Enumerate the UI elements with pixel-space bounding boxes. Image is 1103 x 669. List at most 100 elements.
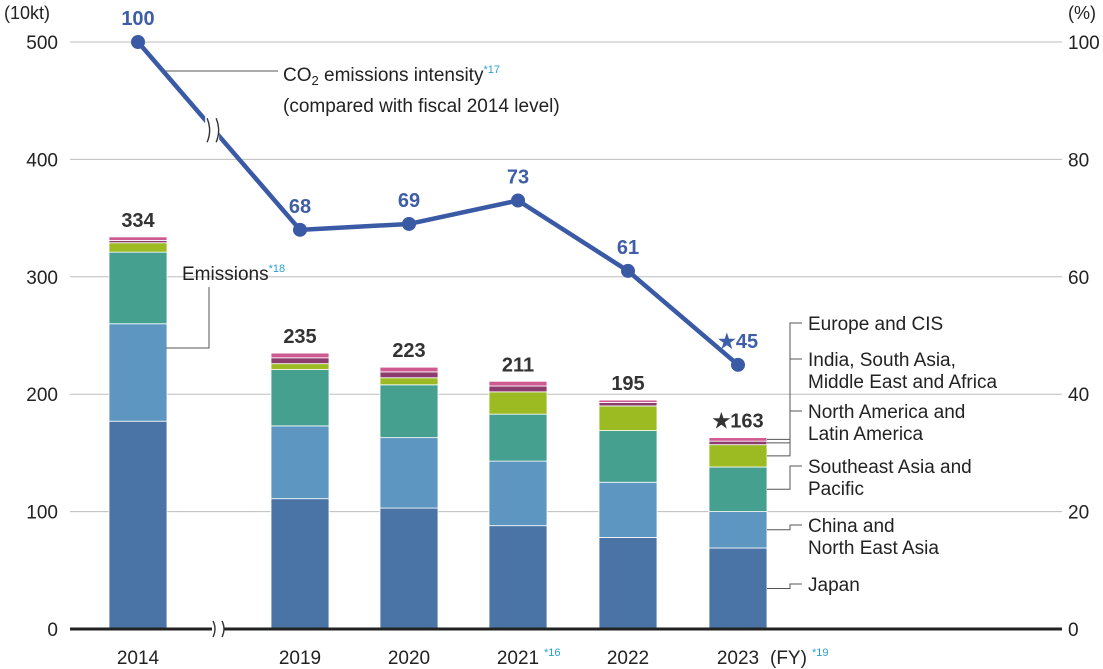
- intensity-value-label: 68: [289, 196, 311, 218]
- bar-segment: [270, 357, 330, 365]
- intensity-value-label: 100: [121, 8, 154, 30]
- bar-segment: [379, 366, 439, 373]
- bar-segment: [708, 466, 768, 513]
- bar-segment: [379, 507, 439, 630]
- category-label: 2023: [717, 648, 759, 669]
- bar-segment: [379, 371, 439, 379]
- bar-segment: [598, 430, 658, 483]
- legend-leader: [767, 524, 802, 531]
- left-tick-label: 100: [26, 503, 58, 524]
- legend-label-japan: Japan: [808, 575, 860, 596]
- bar-segment: [379, 384, 439, 439]
- legend-leader: [767, 410, 802, 457]
- bar-segment: [270, 498, 330, 630]
- emissions-annotation: Emissions*18: [182, 263, 285, 285]
- bar-segment: [598, 402, 658, 407]
- right-tick-label: 100: [1068, 33, 1100, 54]
- intensity-point: [402, 216, 416, 231]
- category-label: 2021: [497, 648, 539, 669]
- bar-segment: [488, 460, 548, 527]
- bar-segment: [270, 369, 330, 427]
- left-tick-label: 0: [47, 620, 58, 641]
- bar-segment: [108, 420, 168, 630]
- category-label: 2014: [117, 648, 160, 669]
- bar-segment: [488, 380, 548, 387]
- bar-segment: [379, 377, 439, 386]
- bar-segment: [488, 391, 548, 415]
- bar-segment: [488, 413, 548, 462]
- intensity-point: [293, 222, 307, 237]
- legend-label-southeast-asia: Southeast Asia and: [808, 457, 972, 478]
- intensity-point: [731, 357, 745, 372]
- right-tick-label: 60: [1068, 268, 1089, 289]
- legend-label-india: India, South Asia,: [808, 350, 956, 371]
- category-label: 2019: [279, 648, 321, 669]
- legend-leader: [767, 322, 802, 440]
- legend-label-china: North East Asia: [808, 538, 939, 559]
- axes: 0 100 200 300 400 500 0 20 40 60 80 100 2014 2019 2020…: [26, 33, 1099, 669]
- left-tick-label: 200: [26, 385, 58, 406]
- bar-segment: [708, 440, 768, 446]
- legend-label-europe: Europe and CIS: [808, 314, 943, 335]
- gridlines: [70, 41, 1062, 513]
- line-break-mark: [206, 118, 220, 143]
- bar-segment: [108, 236, 168, 241]
- value-labels: 334 235 223 211 195 ★163 100 68 69 73 61 ★45: [121, 8, 763, 433]
- legend-label-north-america: North America and: [808, 402, 965, 423]
- axis-break-mark: [212, 620, 225, 638]
- bar-segment: [598, 481, 658, 538]
- bar-segment: [598, 399, 658, 403]
- left-tick-label: 300: [26, 268, 58, 289]
- bar-segment: [598, 537, 658, 630]
- intensity-line: [131, 35, 745, 372]
- bar-total-label: 334: [121, 210, 155, 232]
- intensity-annotation-line1: CO2 emissions intensity*17: [283, 64, 500, 88]
- fy-note: *19: [812, 647, 829, 659]
- bar-segment: [270, 363, 330, 370]
- legend: Europe and CIS India, South Asia,Middle E…: [767, 314, 997, 596]
- intensity-point: [131, 35, 145, 49]
- intensity-point: [511, 193, 525, 208]
- category-note: *16: [544, 647, 561, 659]
- bar-segment: [108, 242, 168, 253]
- fy-label: (FY): [770, 648, 807, 669]
- bar-segment: [708, 547, 768, 630]
- legend-label-southeast-asia: Pacific: [808, 479, 864, 500]
- bar-segment: [488, 525, 548, 630]
- bar-segment: [598, 405, 658, 431]
- intensity-value-label: 61: [617, 237, 639, 259]
- bar-segment: [708, 437, 768, 442]
- right-axis-unit: (%): [1068, 3, 1096, 23]
- legend-leader: [767, 358, 802, 444]
- bar-total-label: 211: [502, 354, 534, 376]
- right-tick-label: 40: [1068, 385, 1089, 406]
- bar-total-label: 223: [392, 340, 425, 362]
- bar-segment: [270, 425, 330, 500]
- intensity-annotation-line2: (compared with fiscal 2014 level): [283, 96, 560, 117]
- bar-total-label: 195: [611, 373, 644, 395]
- bar-segment: [108, 323, 168, 422]
- legend-leader: [767, 465, 802, 490]
- bar-segment: [488, 385, 548, 393]
- bar-segment: [270, 352, 330, 359]
- right-tick-label: 20: [1068, 503, 1089, 524]
- category-label: 2022: [607, 648, 649, 669]
- intensity-value-label: 69: [398, 190, 420, 212]
- legend-label-india: Middle East and Africa: [808, 372, 997, 393]
- intensity-value-label: 73: [507, 166, 529, 188]
- intensity-value-label: ★45: [718, 331, 758, 353]
- legend-leader: [767, 583, 802, 589]
- left-axis-unit: (10kt): [4, 3, 50, 23]
- legend-label-north-america: Latin America: [808, 424, 924, 445]
- bar-segment: [708, 444, 768, 468]
- bar-segment: [708, 511, 768, 549]
- intensity-point: [621, 263, 635, 278]
- bar-segment: [108, 251, 168, 325]
- left-tick-label: 400: [26, 150, 58, 171]
- stacked-bars: [108, 236, 768, 630]
- right-tick-label: 0: [1068, 620, 1079, 641]
- emissions-annotation-leader: [166, 287, 210, 349]
- legend-label-china: China and: [808, 516, 895, 537]
- intensity-line-path: [136, 40, 740, 367]
